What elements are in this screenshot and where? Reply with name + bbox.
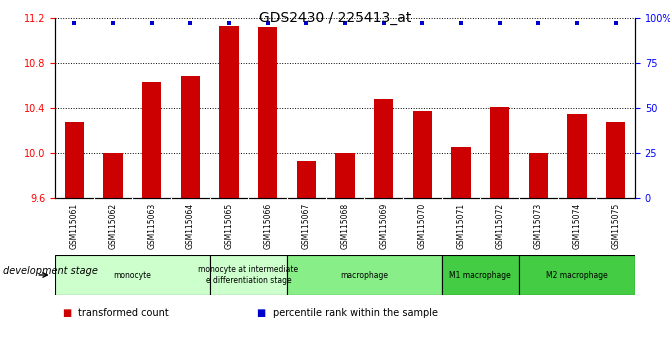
Bar [529, 153, 548, 198]
Bar [452, 147, 470, 198]
Text: GSM115074: GSM115074 [572, 202, 582, 249]
Bar [287, 255, 442, 295]
Bar [219, 26, 239, 198]
Bar [335, 153, 354, 198]
Text: GSM115071: GSM115071 [456, 202, 466, 249]
Text: transformed count: transformed count [78, 308, 170, 318]
Bar [519, 255, 635, 295]
Bar [142, 82, 161, 198]
Bar [490, 107, 509, 198]
Text: percentile rank within the sample: percentile rank within the sample [273, 308, 438, 318]
Text: monocyte: monocyte [113, 270, 151, 280]
Text: development stage: development stage [3, 267, 98, 276]
Bar [258, 27, 277, 198]
Text: GSM115070: GSM115070 [418, 202, 427, 249]
Text: GSM115072: GSM115072 [495, 202, 504, 249]
Text: GSM115061: GSM115061 [70, 202, 79, 249]
Bar [103, 153, 123, 198]
Text: GDS2430 / 225413_at: GDS2430 / 225413_at [259, 11, 411, 25]
Bar [374, 99, 393, 198]
Text: GSM115062: GSM115062 [109, 202, 117, 249]
Text: ■: ■ [256, 308, 265, 318]
Bar [413, 112, 432, 198]
Text: macrophage: macrophage [340, 270, 389, 280]
Text: M1 macrophage: M1 macrophage [450, 270, 511, 280]
Text: GSM115067: GSM115067 [302, 202, 311, 249]
Text: GSM115068: GSM115068 [340, 202, 350, 249]
Bar [210, 255, 287, 295]
Bar [65, 121, 84, 198]
Text: GSM115066: GSM115066 [263, 202, 272, 249]
Text: M2 macrophage: M2 macrophage [546, 270, 608, 280]
Bar [181, 76, 200, 198]
Text: GSM115064: GSM115064 [186, 202, 195, 249]
Text: monocyte at intermediate
e differentiation stage: monocyte at intermediate e differentiati… [198, 265, 298, 285]
Text: GSM115075: GSM115075 [611, 202, 620, 249]
Bar [606, 121, 625, 198]
Text: GSM115063: GSM115063 [147, 202, 156, 249]
Text: GSM115073: GSM115073 [534, 202, 543, 249]
Text: GSM115065: GSM115065 [224, 202, 234, 249]
Text: GSM115069: GSM115069 [379, 202, 388, 249]
Bar [297, 161, 316, 198]
Bar [442, 255, 519, 295]
Bar [55, 255, 210, 295]
Text: ■: ■ [62, 308, 71, 318]
Bar [567, 114, 587, 198]
